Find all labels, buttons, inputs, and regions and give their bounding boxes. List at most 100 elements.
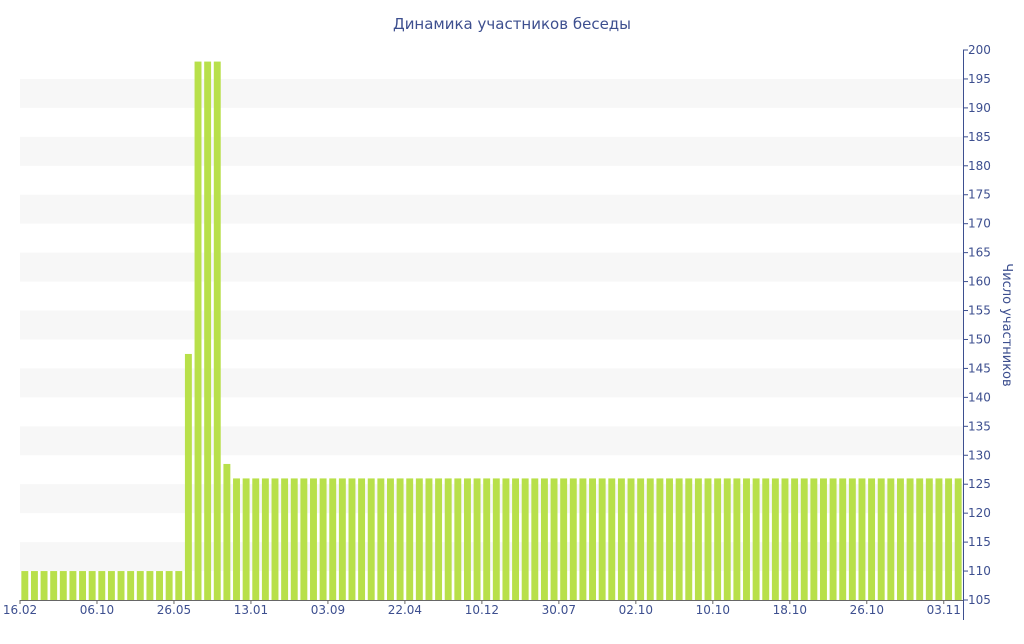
y-tick-label: 125	[968, 477, 991, 491]
bar	[617, 478, 625, 600]
bar	[569, 478, 577, 600]
y-tick-label: 195	[968, 72, 991, 86]
x-tick-label: 10.12	[465, 603, 499, 617]
bar	[271, 478, 279, 600]
bar	[800, 478, 808, 600]
y-tick-label: 185	[968, 130, 991, 144]
bar	[98, 571, 106, 600]
chart-title: Динамика участников беседы	[393, 15, 631, 33]
x-tick-label: 03.11	[927, 603, 961, 617]
x-tick-label: 26.10	[850, 603, 884, 617]
bar	[762, 478, 770, 600]
bar	[935, 478, 943, 600]
bar	[127, 571, 135, 600]
bar	[483, 478, 491, 600]
bar	[194, 61, 202, 600]
y-tick-label: 180	[968, 159, 991, 173]
y-tick-label: 190	[968, 101, 991, 115]
grid-band	[20, 78, 963, 108]
bar	[261, 478, 269, 600]
bar	[156, 571, 163, 600]
bar	[743, 478, 750, 600]
bar	[444, 478, 452, 600]
bar	[88, 571, 96, 600]
bar	[454, 478, 462, 600]
bar	[165, 571, 173, 600]
bar	[492, 478, 500, 600]
x-tick-label: 02.10	[619, 603, 653, 617]
bar	[69, 571, 77, 600]
x-tick-label: 26.05	[157, 603, 191, 617]
y-tick-label: 130	[968, 448, 991, 462]
bar	[714, 478, 722, 600]
bar	[820, 478, 827, 600]
y-tick-label: 155	[968, 304, 991, 318]
bar	[396, 478, 404, 600]
y-tick-label: 115	[968, 535, 991, 549]
bar	[117, 571, 125, 600]
bar	[560, 478, 568, 600]
bar	[877, 478, 885, 600]
bar	[233, 478, 240, 600]
bar	[387, 478, 394, 600]
bar	[925, 478, 933, 600]
bar	[896, 478, 904, 600]
bar	[252, 478, 260, 600]
x-axis: 16.02 06.10 26.05 13.01 03.09 22.04 10.12 30.07…	[3, 600, 963, 617]
bar	[771, 478, 779, 600]
x-tick-label: 16.02	[3, 603, 37, 617]
bar	[367, 478, 375, 600]
bar	[425, 478, 433, 600]
bar	[839, 478, 847, 600]
y-tick-label: 175	[968, 188, 991, 202]
bar	[589, 478, 596, 600]
bar	[868, 478, 876, 600]
bar	[656, 478, 664, 600]
y-tick-label: 170	[968, 217, 991, 231]
bar	[694, 478, 702, 600]
bar	[281, 478, 289, 600]
bar	[540, 478, 548, 600]
bar	[512, 478, 520, 600]
bar	[175, 571, 183, 600]
bar	[906, 478, 914, 600]
y-tick-label: 150	[968, 332, 991, 346]
bar	[550, 478, 558, 600]
bars	[21, 61, 962, 600]
bar	[50, 571, 58, 600]
x-tick-label: 10.10	[696, 603, 730, 617]
y-tick-label: 120	[968, 506, 991, 520]
grid-band	[20, 368, 963, 398]
bar	[531, 478, 539, 600]
grid-band	[20, 136, 963, 166]
x-tick-label: 06.10	[80, 603, 114, 617]
bar	[300, 478, 308, 600]
bar	[887, 478, 895, 600]
grid-band	[20, 252, 963, 282]
bar	[945, 478, 953, 600]
bar	[848, 478, 856, 600]
bar	[348, 478, 356, 600]
bar	[858, 478, 866, 600]
bar	[310, 478, 317, 600]
bar	[329, 478, 337, 600]
grid-band	[20, 310, 963, 340]
bar	[136, 571, 144, 600]
bar	[204, 61, 212, 600]
bar	[59, 571, 67, 600]
y-tick-label: 110	[968, 564, 991, 578]
y-tick-label: 200	[968, 43, 991, 57]
bar	[733, 478, 741, 600]
bar	[723, 478, 731, 600]
bar	[608, 478, 616, 600]
y-tick-label: 165	[968, 246, 991, 260]
bar	[579, 478, 587, 600]
y-tick-label: 145	[968, 361, 991, 375]
y-axis: 105 110 115 120 125 130 135 140 145 150 155 160 165 1…	[963, 43, 991, 620]
bar	[107, 571, 115, 600]
bar	[598, 478, 606, 600]
bar	[184, 353, 192, 600]
x-tick-label: 18.10	[773, 603, 807, 617]
